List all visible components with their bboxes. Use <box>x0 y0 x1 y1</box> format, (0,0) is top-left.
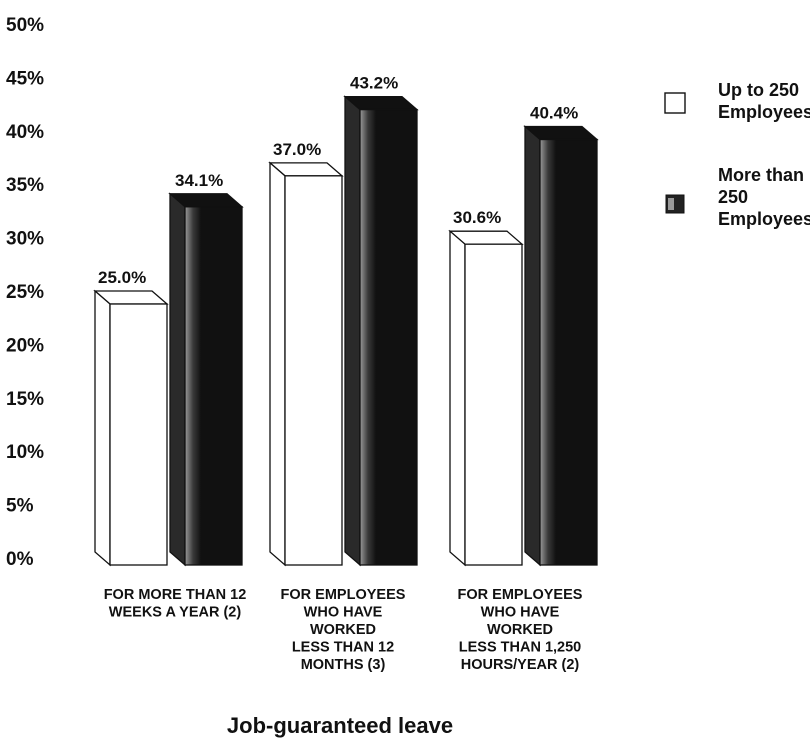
legend-swatch-up-to-250 <box>664 92 686 114</box>
bar-side-face <box>344 95 361 567</box>
bar-up-to-250-2: 37.0% <box>268 140 344 567</box>
bar-more-than-250-2: 43.2% <box>343 74 419 567</box>
x-category-label: FOR EMPLOYEES WHO HAVE WORKED LESS THAN 12 M… <box>281 587 406 673</box>
data-label: 40.4% <box>530 104 578 123</box>
bar-side-face <box>94 289 111 567</box>
bars-group: 25.0% 34.1% 37.0% 43.2% 30.6% 40.4% <box>93 74 599 567</box>
data-label: 43.2% <box>350 74 398 93</box>
y-tick-label: 30% <box>6 229 44 250</box>
legend-swatch-highlight <box>668 198 674 210</box>
x-category-label: FOR EMPLOYEES WHO HAVE WORKED LESS THAN 1,2… <box>458 587 583 673</box>
bar-side-face <box>269 161 286 567</box>
data-label: 30.6% <box>453 208 501 227</box>
chart-title: Job-guaranteed leave <box>227 713 453 738</box>
y-tick-label: 10% <box>6 442 44 463</box>
y-tick-label: 25% <box>6 282 44 303</box>
bar-up-to-250-3: 30.6% <box>448 208 524 567</box>
data-label: 25.0% <box>98 268 146 287</box>
y-tick-label: 5% <box>6 496 34 517</box>
category-labels: FOR MORE THAN 12 WEEKS A YEAR (2) FOR EMPL… <box>104 587 583 673</box>
y-tick-label: 15% <box>6 389 44 410</box>
bar-front-face <box>359 108 418 566</box>
y-tick-label: 35% <box>6 175 44 196</box>
y-tick-label: 45% <box>6 68 44 89</box>
data-label: 34.1% <box>175 171 223 190</box>
bar-front-face <box>539 138 598 566</box>
bar-side-face <box>169 192 186 567</box>
y-axis: 0% 5% 10% 15% 20% 25% 30% 35% 40% 45% 50% <box>6 15 44 570</box>
legend-label-up-to-250: Up to 250 Employees <box>718 80 810 122</box>
bar-side-face <box>449 229 466 567</box>
bar-up-to-250-1: 25.0% <box>93 268 169 567</box>
data-label: 37.0% <box>273 140 321 159</box>
legend-label-more-than-250: More than 250 Employees <box>718 165 810 229</box>
y-tick-label: 20% <box>6 335 44 356</box>
bar-front-face <box>464 243 523 566</box>
x-category-label: FOR MORE THAN 12 WEEKS A YEAR (2) <box>104 587 247 621</box>
y-tick-label: 0% <box>6 549 34 570</box>
bar-front-face <box>184 206 243 566</box>
bar-more-than-250-1: 34.1% <box>168 171 244 567</box>
legend: Up to 250 Employees More than 250 Employees <box>664 80 810 229</box>
y-tick-label: 50% <box>6 15 44 36</box>
bar-front-face <box>109 303 168 566</box>
bar-side-face <box>524 125 541 567</box>
bar-more-than-250-3: 40.4% <box>523 104 599 567</box>
y-tick-label: 40% <box>6 122 44 143</box>
bar-front-face <box>284 175 343 566</box>
